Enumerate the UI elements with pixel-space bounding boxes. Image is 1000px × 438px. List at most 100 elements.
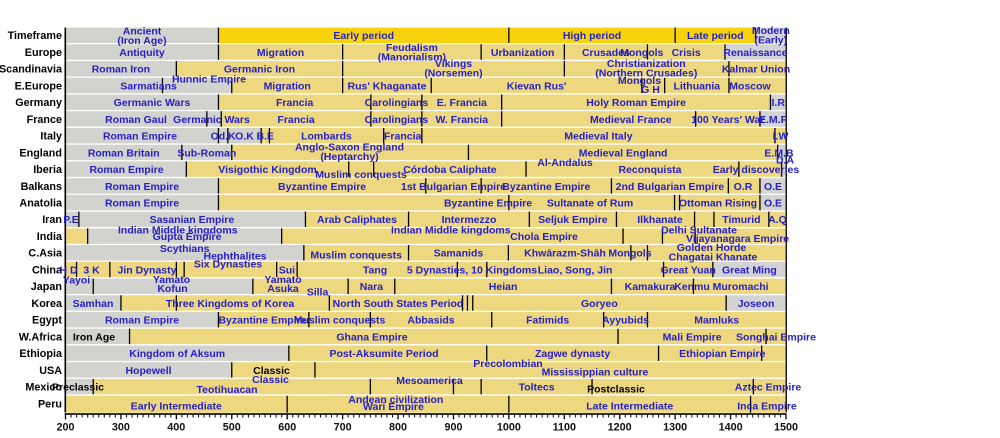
svg-text:Indian Middle kingdoms: Indian Middle kingdoms — [391, 225, 511, 237]
svg-text:Vikings: Vikings — [435, 58, 472, 70]
svg-text:Tang: Tang — [363, 264, 387, 276]
svg-text:Chagatai Khanate: Chagatai Khanate — [669, 251, 758, 263]
svg-text:Scythians: Scythians — [160, 243, 210, 255]
svg-text:Egypt: Egypt — [32, 315, 62, 327]
svg-text:Urbanization: Urbanization — [491, 47, 555, 59]
svg-text:Sub-Roman: Sub-Roman — [177, 147, 236, 159]
svg-text:A.Q: A.Q — [768, 214, 787, 226]
svg-text:Timurid: Timurid — [722, 214, 760, 226]
svg-text:Early Intermediate: Early Intermediate — [131, 400, 222, 412]
svg-text:Carolingians: Carolingians — [365, 97, 429, 109]
svg-text:Roman Empire: Roman Empire — [105, 315, 179, 327]
svg-text:Anglo-Saxon England: Anglo-Saxon England — [295, 142, 404, 154]
svg-text:1200: 1200 — [608, 422, 632, 434]
svg-text:O.R: O.R — [734, 181, 753, 193]
svg-text:Yayoi: Yayoi — [63, 274, 91, 286]
svg-text:1st Bulgarian Empire: 1st Bulgarian Empire — [401, 181, 506, 193]
svg-text:Intermezzo: Intermezzo — [442, 214, 497, 226]
svg-text:Renaissance: Renaissance — [723, 47, 787, 59]
svg-text:H D: H D — [59, 264, 78, 276]
svg-text:Inca Empire: Inca Empire — [737, 400, 797, 412]
svg-text:Francia: Francia — [276, 97, 314, 109]
svg-text:Germanic Wars: Germanic Wars — [173, 114, 250, 126]
svg-text:Al-Andalus: Al-Andalus — [537, 157, 593, 169]
svg-text:Reconquista: Reconquista — [618, 164, 681, 176]
svg-text:Jin Dynasty: Jin Dynasty — [118, 264, 177, 276]
svg-text:1500: 1500 — [774, 422, 798, 434]
svg-text:Iberia: Iberia — [33, 164, 63, 176]
svg-text:Kalmar Union: Kalmar Union — [722, 64, 790, 76]
svg-text:400: 400 — [167, 422, 185, 434]
svg-text:1400: 1400 — [719, 422, 743, 434]
svg-text:Teotihuacan: Teotihuacan — [196, 384, 257, 396]
svg-text:England: England — [19, 147, 62, 159]
svg-text:Late period: Late period — [687, 30, 744, 42]
svg-text:Rus' Khaganate: Rus' Khaganate — [348, 80, 427, 92]
svg-text:Germanic Iron: Germanic Iron — [224, 64, 295, 76]
svg-text:Gupta Empire: Gupta Empire — [153, 231, 222, 243]
svg-text:Great Yuan: Great Yuan — [661, 264, 716, 276]
svg-text:Andean civilization: Andean civilization — [348, 394, 443, 406]
svg-text:Crisis: Crisis — [672, 47, 701, 59]
svg-text:Fatimids: Fatimids — [526, 315, 569, 327]
svg-text:(Manorialism): (Manorialism) — [378, 52, 446, 64]
svg-text:Mongols: Mongols — [618, 75, 661, 87]
svg-text:Joseon: Joseon — [738, 298, 775, 310]
svg-text:Feudalism: Feudalism — [386, 42, 438, 54]
svg-text:Kievan Rus': Kievan Rus' — [507, 80, 567, 92]
svg-text:Antiquity: Antiquity — [119, 47, 165, 59]
svg-text:Mali Empire: Mali Empire — [663, 331, 722, 343]
svg-text:Ottoman Rising: Ottoman Rising — [679, 198, 757, 210]
svg-text:Muslim conquests: Muslim conquests — [294, 315, 386, 327]
svg-text:Francia: Francia — [384, 131, 422, 143]
svg-text:1000: 1000 — [497, 422, 521, 434]
svg-text:Timeframe: Timeframe — [8, 30, 62, 42]
svg-text:Roman Empire: Roman Empire — [105, 198, 179, 210]
svg-text:Muslim conquests: Muslim conquests — [310, 250, 402, 262]
svg-text:Roman Empire: Roman Empire — [105, 181, 179, 193]
svg-text:Italy: Italy — [40, 131, 62, 143]
svg-text:France: France — [27, 114, 62, 126]
svg-text:500: 500 — [223, 422, 241, 434]
svg-text:Khwārazm-Shāh: Khwārazm-Shāh — [524, 248, 606, 260]
svg-text:600: 600 — [278, 422, 296, 434]
svg-text:Post-Aksumite Period: Post-Aksumite Period — [329, 348, 438, 360]
svg-text:Sui: Sui — [279, 264, 295, 276]
svg-text:Kamakura: Kamakura — [625, 281, 676, 293]
svg-text:Zagwe dynasty: Zagwe dynasty — [535, 348, 610, 360]
svg-text:Francia: Francia — [277, 114, 315, 126]
svg-text:Iran: Iran — [42, 214, 62, 226]
svg-text:Roman Gaul: Roman Gaul — [105, 114, 167, 126]
svg-text:Christianization: Christianization — [607, 58, 686, 70]
svg-text:Holy Roman Empire: Holy Roman Empire — [586, 97, 686, 109]
svg-text:Seljuk Empire: Seljuk Empire — [538, 214, 608, 226]
svg-text:Migration: Migration — [257, 47, 304, 59]
svg-text:Byzantine Empire: Byzantine Empire — [218, 315, 306, 327]
svg-text:Classic: Classic — [252, 374, 289, 386]
svg-text:O.E: O.E — [764, 198, 782, 210]
svg-text:W.Africa: W.Africa — [19, 331, 63, 343]
svg-text:Songhai Empire: Songhai Empire — [736, 331, 816, 343]
svg-text:(Heptarchy): (Heptarchy) — [320, 151, 378, 163]
svg-text:Lombards: Lombards — [301, 131, 352, 143]
svg-text:Od.K: Od.K — [211, 131, 236, 143]
svg-text:Mississippian culture: Mississippian culture — [542, 367, 649, 379]
svg-text:1100: 1100 — [553, 422, 576, 434]
svg-text:Mongols: Mongols — [620, 47, 663, 59]
svg-text:Arab Caliphates: Arab Caliphates — [317, 214, 397, 226]
svg-text:I.R: I.R — [771, 97, 785, 109]
svg-text:Hunnic Empire: Hunnic Empire — [172, 73, 246, 85]
svg-text:Europe: Europe — [25, 47, 62, 59]
svg-text:Three Kingdoms of Korea: Three Kingdoms of Korea — [166, 298, 295, 310]
svg-text:I.W: I.W — [773, 131, 789, 143]
svg-text:Medieval Italy: Medieval Italy — [564, 131, 632, 143]
svg-text:Ancient: Ancient — [123, 26, 162, 38]
svg-text:Great Ming: Great Ming — [722, 264, 777, 276]
svg-text:USA: USA — [39, 365, 62, 377]
svg-text:(Iron Age): (Iron Age) — [117, 35, 166, 47]
svg-text:Yamato: Yamato — [153, 274, 190, 286]
svg-text:Aztec Empire: Aztec Empire — [735, 382, 802, 394]
svg-text:Yamato: Yamato — [264, 274, 301, 286]
svg-text:Kingdom of Aksum: Kingdom of Aksum — [129, 348, 225, 360]
svg-text:High period: High period — [563, 30, 621, 42]
